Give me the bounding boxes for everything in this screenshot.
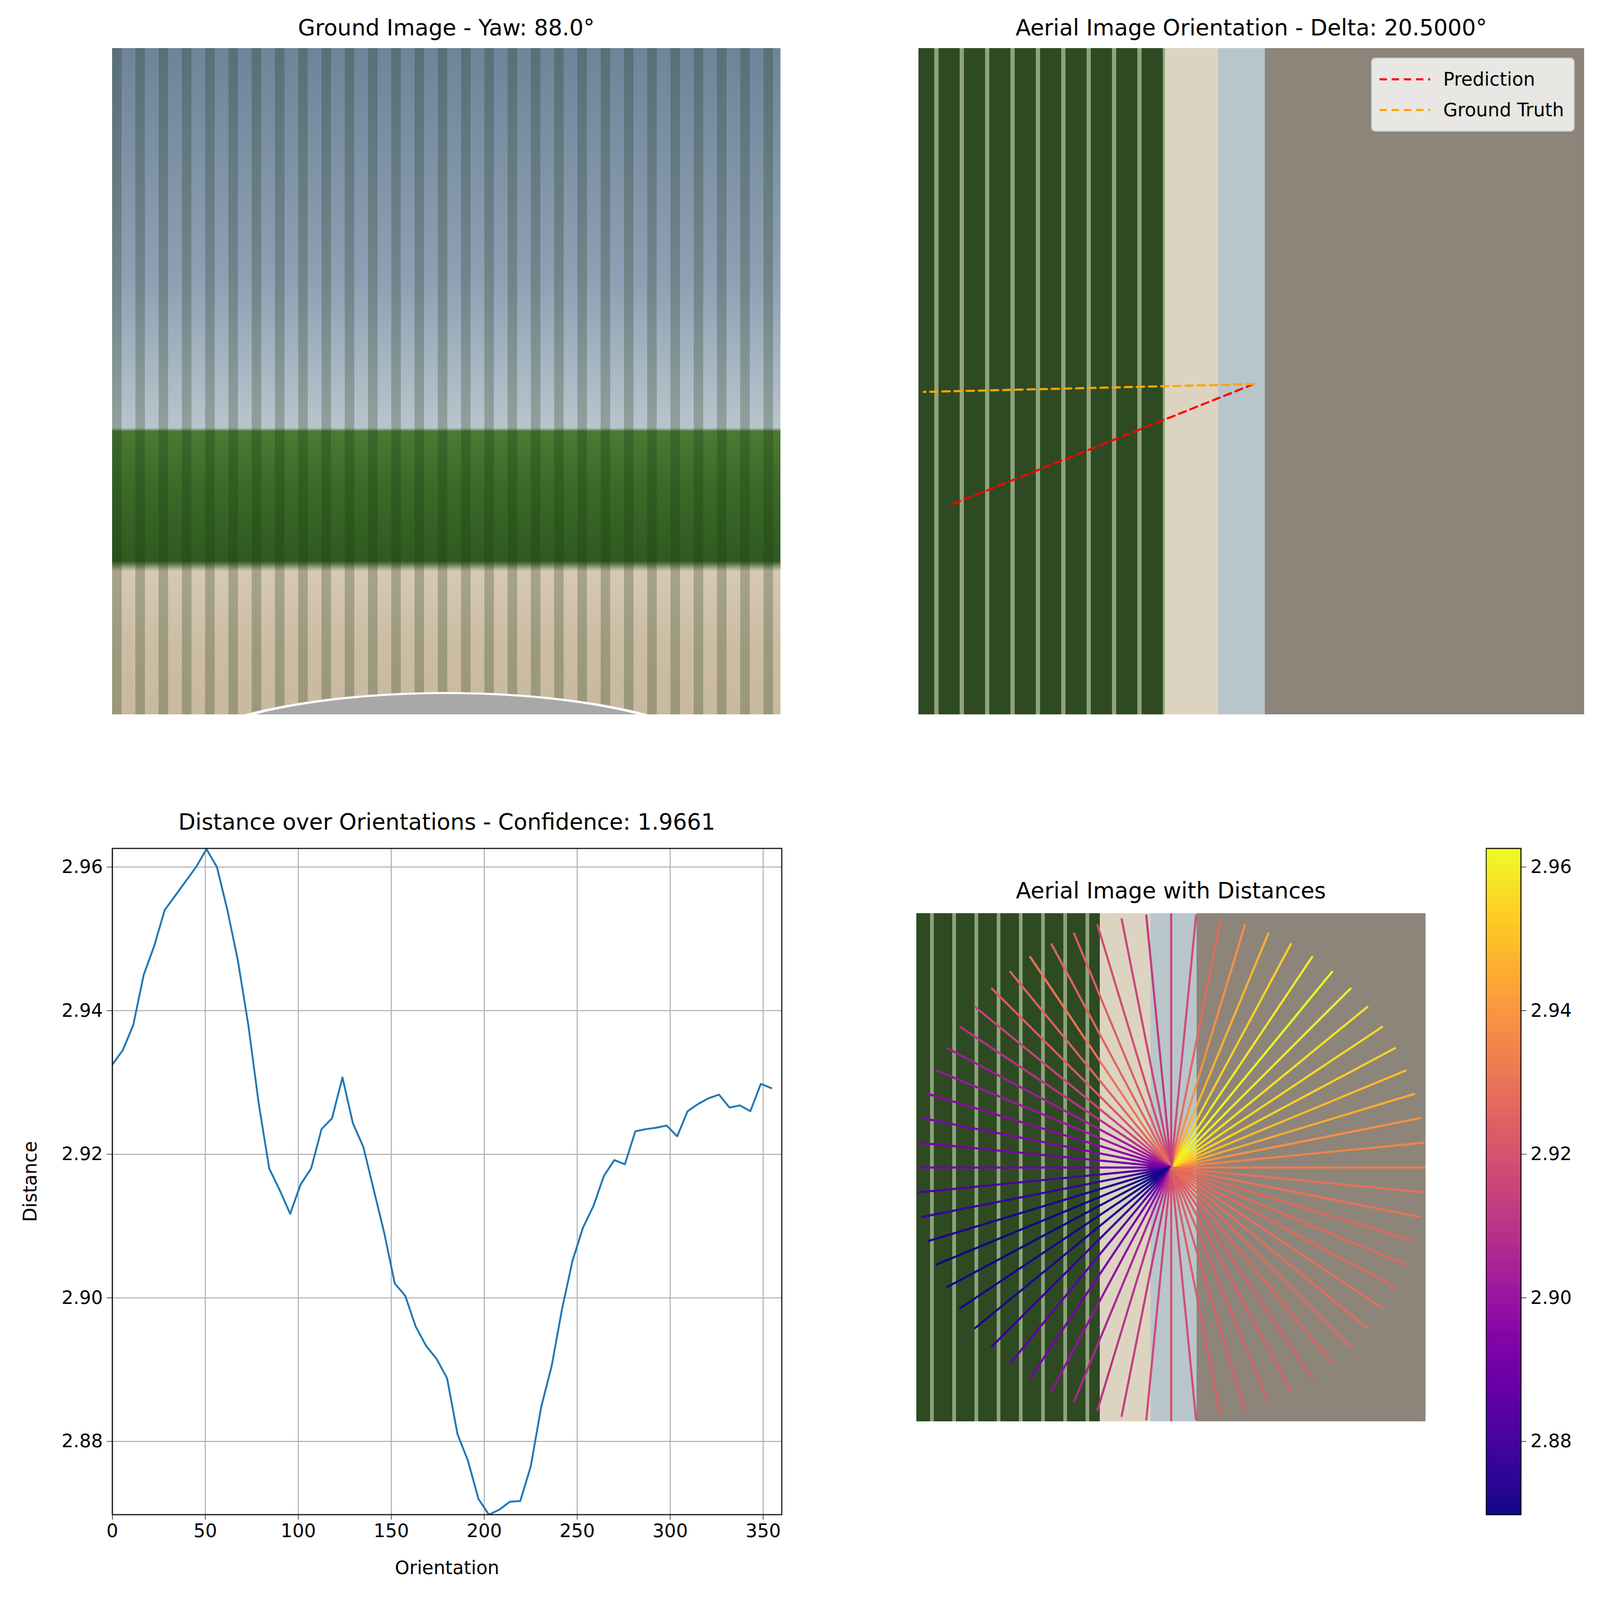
svg-text:300: 300 (652, 1520, 688, 1542)
svg-text:0: 0 (106, 1520, 118, 1542)
svg-text:50: 50 (193, 1520, 218, 1542)
html-text:Prediction: Prediction (1443, 68, 1536, 90)
html-text:Ground Image - Yaw: 88.0°: Ground Image - Yaw: 88.0° (297, 14, 595, 41)
svg-text:2.90: 2.90 (1530, 1286, 1572, 1309)
svg-text:Orientation: Orientation (394, 1557, 500, 1579)
svg-text:2.90: 2.90 (61, 1286, 104, 1309)
svg-text:150: 150 (373, 1520, 410, 1542)
svg-text:2.96: 2.96 (61, 856, 104, 878)
svg-text:2.92: 2.92 (1530, 1143, 1572, 1165)
svg-text:2.92: 2.92 (61, 1143, 104, 1165)
html-text:Ground Truth: Ground Truth (1443, 99, 1565, 121)
svg-text:2.94: 2.94 (61, 999, 104, 1022)
html-text:Aerial Image Orientation - Del: Aerial Image Orientation - Delta: 20.500… (1015, 14, 1488, 41)
svg-text:2.88: 2.88 (1530, 1430, 1572, 1452)
svg-text:200: 200 (466, 1520, 502, 1542)
svg-text:Distance: Distance (19, 1141, 41, 1222)
svg-text:2.94: 2.94 (1530, 999, 1572, 1022)
svg-text:2.96: 2.96 (1530, 856, 1572, 878)
svg-text:100: 100 (280, 1520, 317, 1542)
svg-text:2.88: 2.88 (61, 1430, 104, 1452)
svg-text:250: 250 (559, 1520, 595, 1542)
html-text:Distance over Orientations - C: Distance over Orientations - Confidence:… (178, 808, 716, 835)
svg-text:350: 350 (745, 1520, 781, 1542)
html-text:Aerial Image with Distances: Aerial Image with Distances (1015, 877, 1326, 904)
